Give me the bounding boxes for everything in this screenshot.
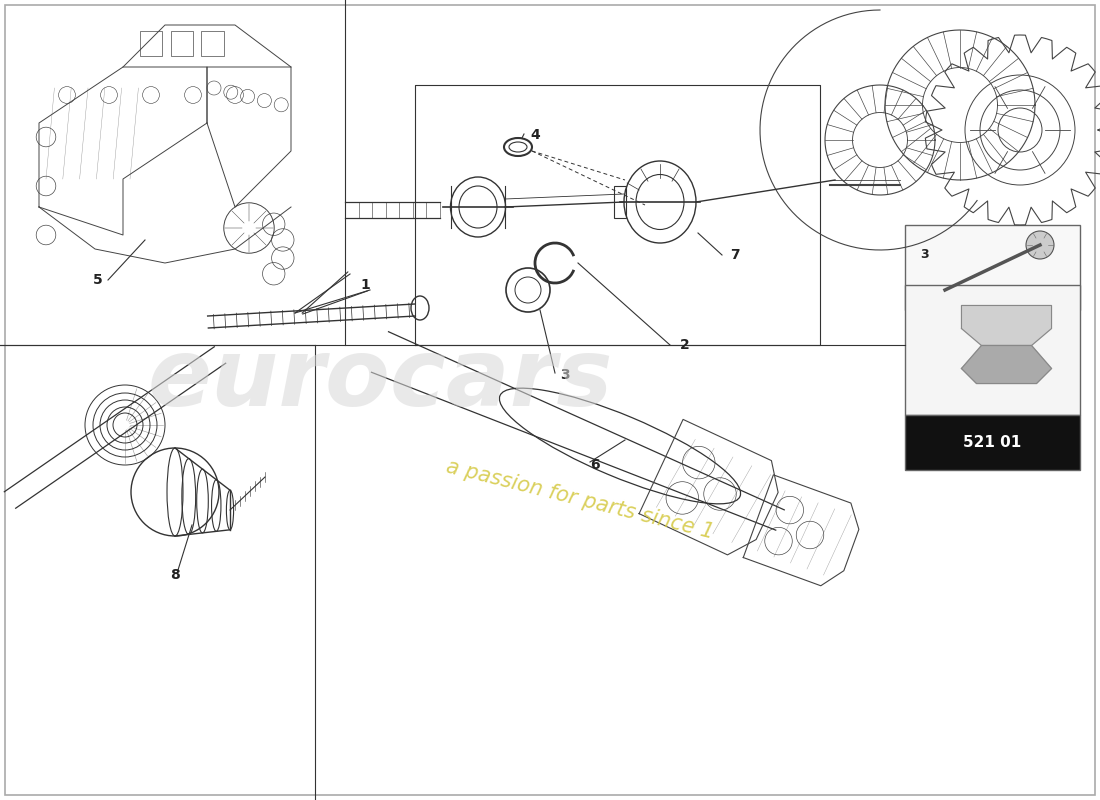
Text: 5: 5 [94,273,103,287]
Text: 2: 2 [680,338,690,352]
Text: 4: 4 [530,128,540,142]
Bar [170,30,192,56]
Bar [905,415,1080,470]
Text: 521 01: 521 01 [964,435,1022,450]
Text: 7: 7 [730,248,740,262]
Text: 3: 3 [560,368,570,382]
Circle shape [1026,231,1054,259]
Text: eurocars: eurocars [147,334,613,426]
Bar [201,30,223,56]
Bar [905,285,1080,415]
Text: 6: 6 [591,458,600,472]
Polygon shape [961,346,1052,383]
Text: 3: 3 [920,248,928,262]
Bar [140,30,162,56]
Text: 1: 1 [360,278,370,292]
Text: 8: 8 [170,568,180,582]
Text: a passion for parts since 1: a passion for parts since 1 [444,457,716,543]
Bar [614,186,626,218]
Polygon shape [961,306,1052,346]
Bar [905,225,1080,310]
